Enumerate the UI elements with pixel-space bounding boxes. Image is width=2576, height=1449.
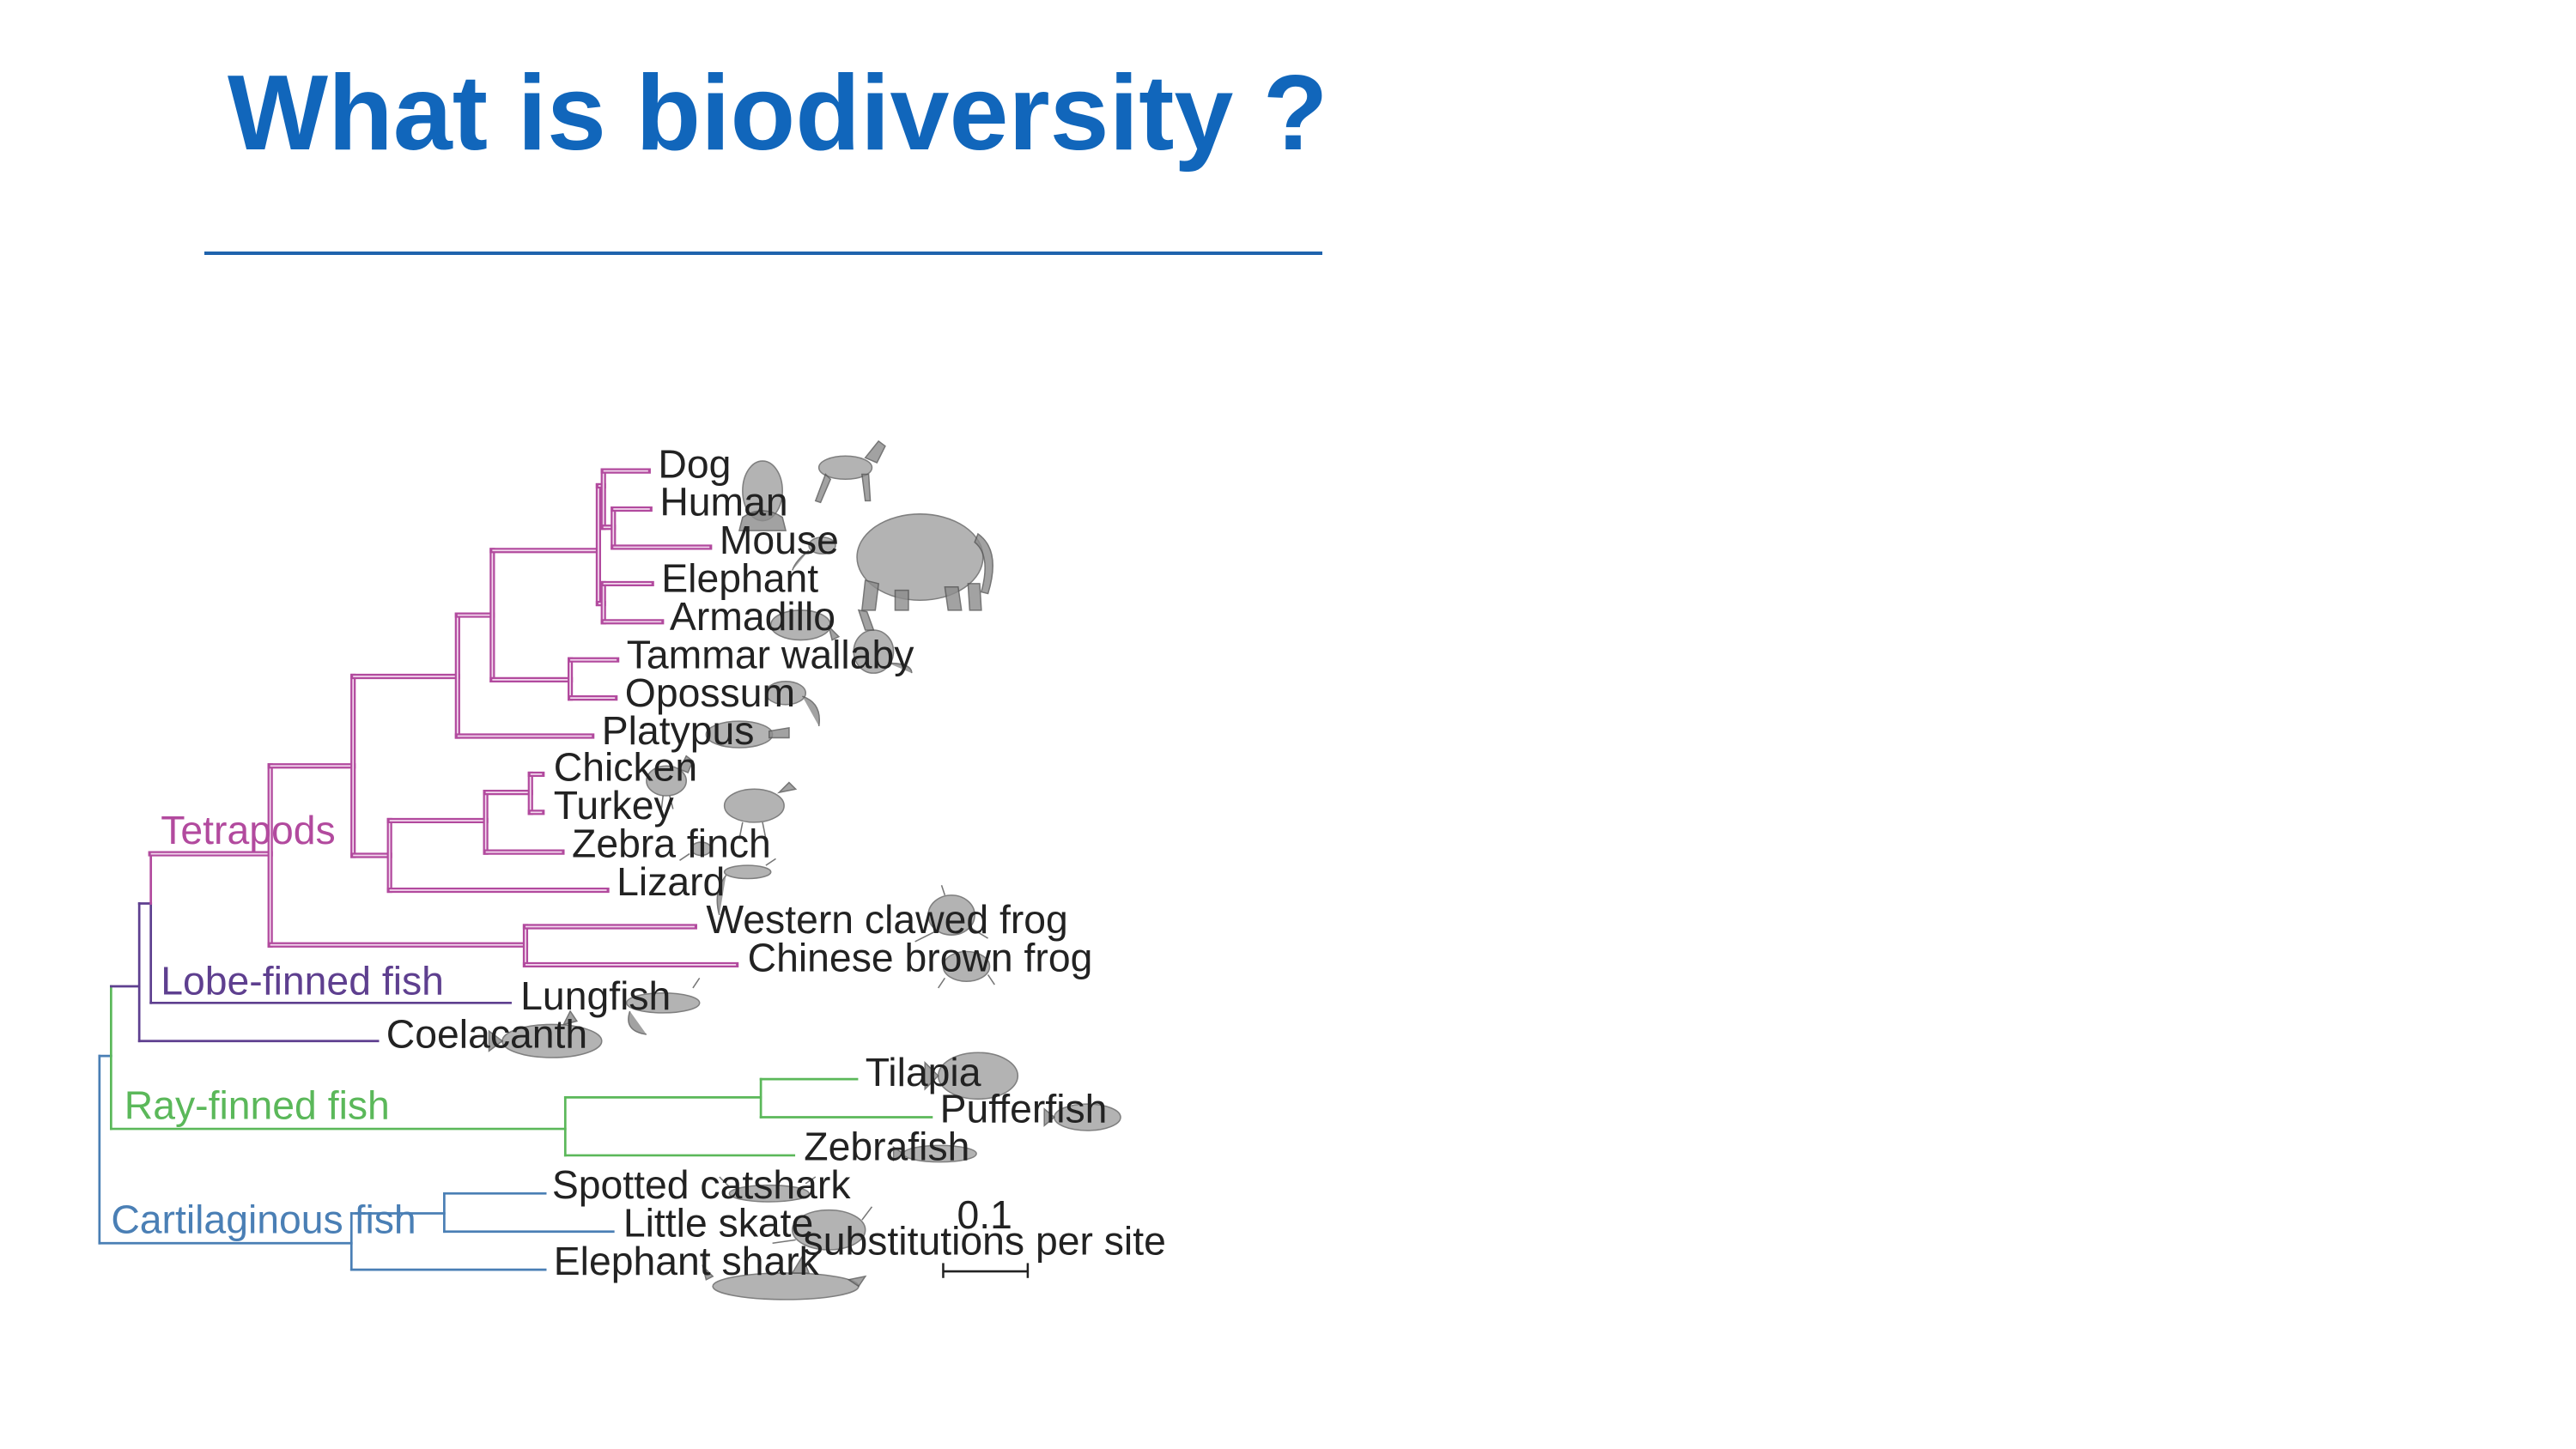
mouse-illustration: [792, 537, 836, 571]
leaf-label-dog: Dog: [658, 441, 731, 486]
leaf-label-elephant: Elephant: [661, 556, 818, 601]
pufferfish-illustration: [1043, 1103, 1121, 1131]
leaf-label-chicken: Chicken: [554, 745, 697, 790]
leaf-label-little-skate: Little skate: [623, 1201, 813, 1246]
leaf-label-human: Human: [659, 480, 787, 524]
human-portrait-illustration: [738, 460, 787, 531]
coelacanth-illustration: [488, 1009, 603, 1058]
slide-title: What is biodiversity ?: [228, 54, 1328, 173]
clade-label-tetrapods: Tetrapods: [161, 808, 335, 852]
clade-label-cartilaginous-fish: Cartilaginous fish: [111, 1197, 416, 1242]
little-skate-illustration: [772, 1206, 873, 1251]
wallaby-illustration: [853, 609, 913, 674]
scale-bar-value: 0.1: [957, 1192, 1012, 1237]
tree-branches: [98, 468, 933, 1271]
opossum-illustration: [765, 681, 820, 727]
zebra-finch-illustration: [679, 841, 712, 861]
leaf-label-opossum: Opossum: [625, 670, 795, 715]
zebrafish-illustration: [892, 1144, 977, 1163]
leaf-label-lungfish: Lungfish: [520, 973, 671, 1018]
chinese-brown-frog-illustration: [938, 950, 995, 989]
dog-illustration: [814, 440, 886, 504]
leaf-label-lizard: Lizard: [617, 859, 725, 904]
lizard-illustration: [716, 858, 776, 916]
clade-label-lobe-finned-fish: Lobe-finned fish: [161, 959, 444, 1003]
scale-bar-unit: substitutions per site: [804, 1219, 1166, 1264]
lungfish-illustration: [625, 977, 701, 1035]
animal-illustrations: [488, 440, 1121, 1300]
leaf-label-tammar-wallaby: Tammar wallaby: [627, 632, 915, 676]
leaf-label-elephant-shark: Elephant shark: [554, 1239, 820, 1283]
chicken-illustration: [646, 755, 694, 809]
leaf-label-tilapia: Tilapia: [866, 1050, 981, 1094]
leaf-label-chinese-brown-frog: Chinese brown frog: [748, 936, 1093, 980]
elephant-illustration: [856, 513, 993, 611]
platypus-illustration: [705, 720, 790, 749]
armadillo-illustration: [769, 609, 841, 641]
scale-bar: [942, 1263, 1030, 1278]
clade-label-ray-finned-fish: Ray-finned fish: [125, 1082, 390, 1127]
tilapia-illustration: [924, 1052, 1019, 1100]
leaf-label-platypus: Platypus: [602, 708, 755, 753]
title-divider: [204, 252, 1322, 255]
leaf-label-armadillo: Armadillo: [670, 594, 835, 639]
leaf-label-spotted-catshark: Spotted catshark: [552, 1162, 852, 1207]
leaf-label-western-clawed-frog: Western clawed frog: [706, 897, 1067, 942]
leaf-label-turkey: Turkey: [554, 783, 675, 828]
leaf-label-mouse: Mouse: [720, 518, 839, 562]
leaf-label-coelacanth: Coelacanth: [386, 1011, 587, 1056]
leaf-label-zebrafish: Zebrafish: [804, 1125, 969, 1169]
turkey-illustration: [723, 781, 798, 840]
elephant-shark-illustration: [702, 1254, 867, 1300]
spotted-catshark-illustration: [719, 1176, 817, 1203]
western-clawed-frog-illustration: [914, 885, 988, 943]
leaf-label-zebra-finch: Zebra finch: [572, 821, 771, 865]
leaf-label-pufferfish: Pufferfish: [940, 1086, 1108, 1131]
